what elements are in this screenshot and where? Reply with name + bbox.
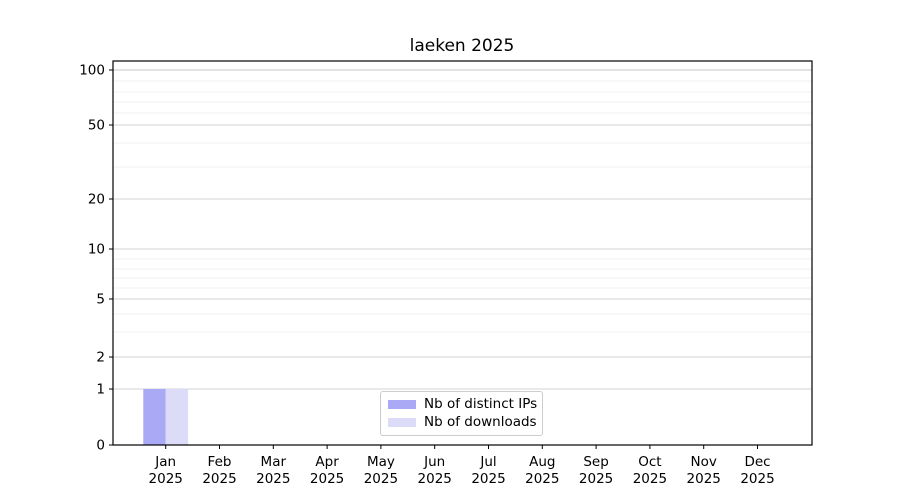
chart-title: laeken 2025 [410,36,515,56]
y-axis: 0 1 2 5 10 20 50 100 [79,63,113,454]
x-tick-label-month: Sep [583,454,608,470]
major-gridlines [113,69,812,390]
x-tick-label-year: 2025 [525,471,559,487]
x-tick-label-year: 2025 [418,471,452,487]
y-tick-label: 5 [96,292,105,308]
bar-series [143,389,189,445]
x-tick-label-month: Jul [479,454,496,470]
x-tick-label-year: 2025 [633,471,667,487]
legend-item-distinct-ips: Nb of distinct IPs [388,396,538,412]
legend-swatch-distinct-ips [388,399,416,409]
minor-gridlines [113,80,812,333]
x-tick-label-year: 2025 [202,471,236,487]
x-tick-label-month: Jan [154,454,176,470]
y-tick-label: 1 [96,382,105,398]
bar-nb-of-downloads-jan [165,389,189,445]
plot-border [112,60,813,446]
x-tick-label-year: 2025 [579,471,613,487]
bar-nb-of-distinct-ips-jan [143,389,166,445]
x-tick-label-month: Jun [423,454,445,470]
x-tick-label-month: Nov [691,454,717,470]
x-tick-label-year: 2025 [256,471,290,487]
y-tick-label: 100 [79,63,105,79]
x-axis: Jan2025Feb2025Mar2025Apr2025May2025Jun20… [149,445,775,487]
legend-label-downloads: Nb of downloads [424,414,537,430]
x-tick-label-month: Apr [315,454,339,470]
x-tick-label-month: Feb [208,454,232,470]
y-tick-label: 10 [88,242,105,258]
y-tick-label: 20 [88,192,105,208]
y-tick-label: 2 [96,350,105,366]
x-tick-label-year: 2025 [310,471,344,487]
x-tick-label-year: 2025 [149,471,183,487]
x-tick-label-month: Dec [744,454,770,470]
x-tick-label-year: 2025 [687,471,721,487]
legend: Nb of distinct IPs Nb of downloads [380,391,543,436]
legend-item-downloads: Nb of downloads [388,414,537,430]
x-tick-label-year: 2025 [471,471,505,487]
x-tick-label-month: Aug [529,454,555,470]
y-tick-label: 50 [88,118,105,134]
x-tick-label-month: Oct [638,454,661,470]
x-tick-label-month: Mar [261,454,287,470]
legend-label-distinct-ips: Nb of distinct IPs [424,396,538,412]
x-tick-label-year: 2025 [364,471,398,487]
y-tick-label: 0 [96,438,105,454]
x-tick-label-year: 2025 [740,471,774,487]
x-tick-label-month: May [367,454,395,470]
legend-swatch-downloads [388,417,416,427]
